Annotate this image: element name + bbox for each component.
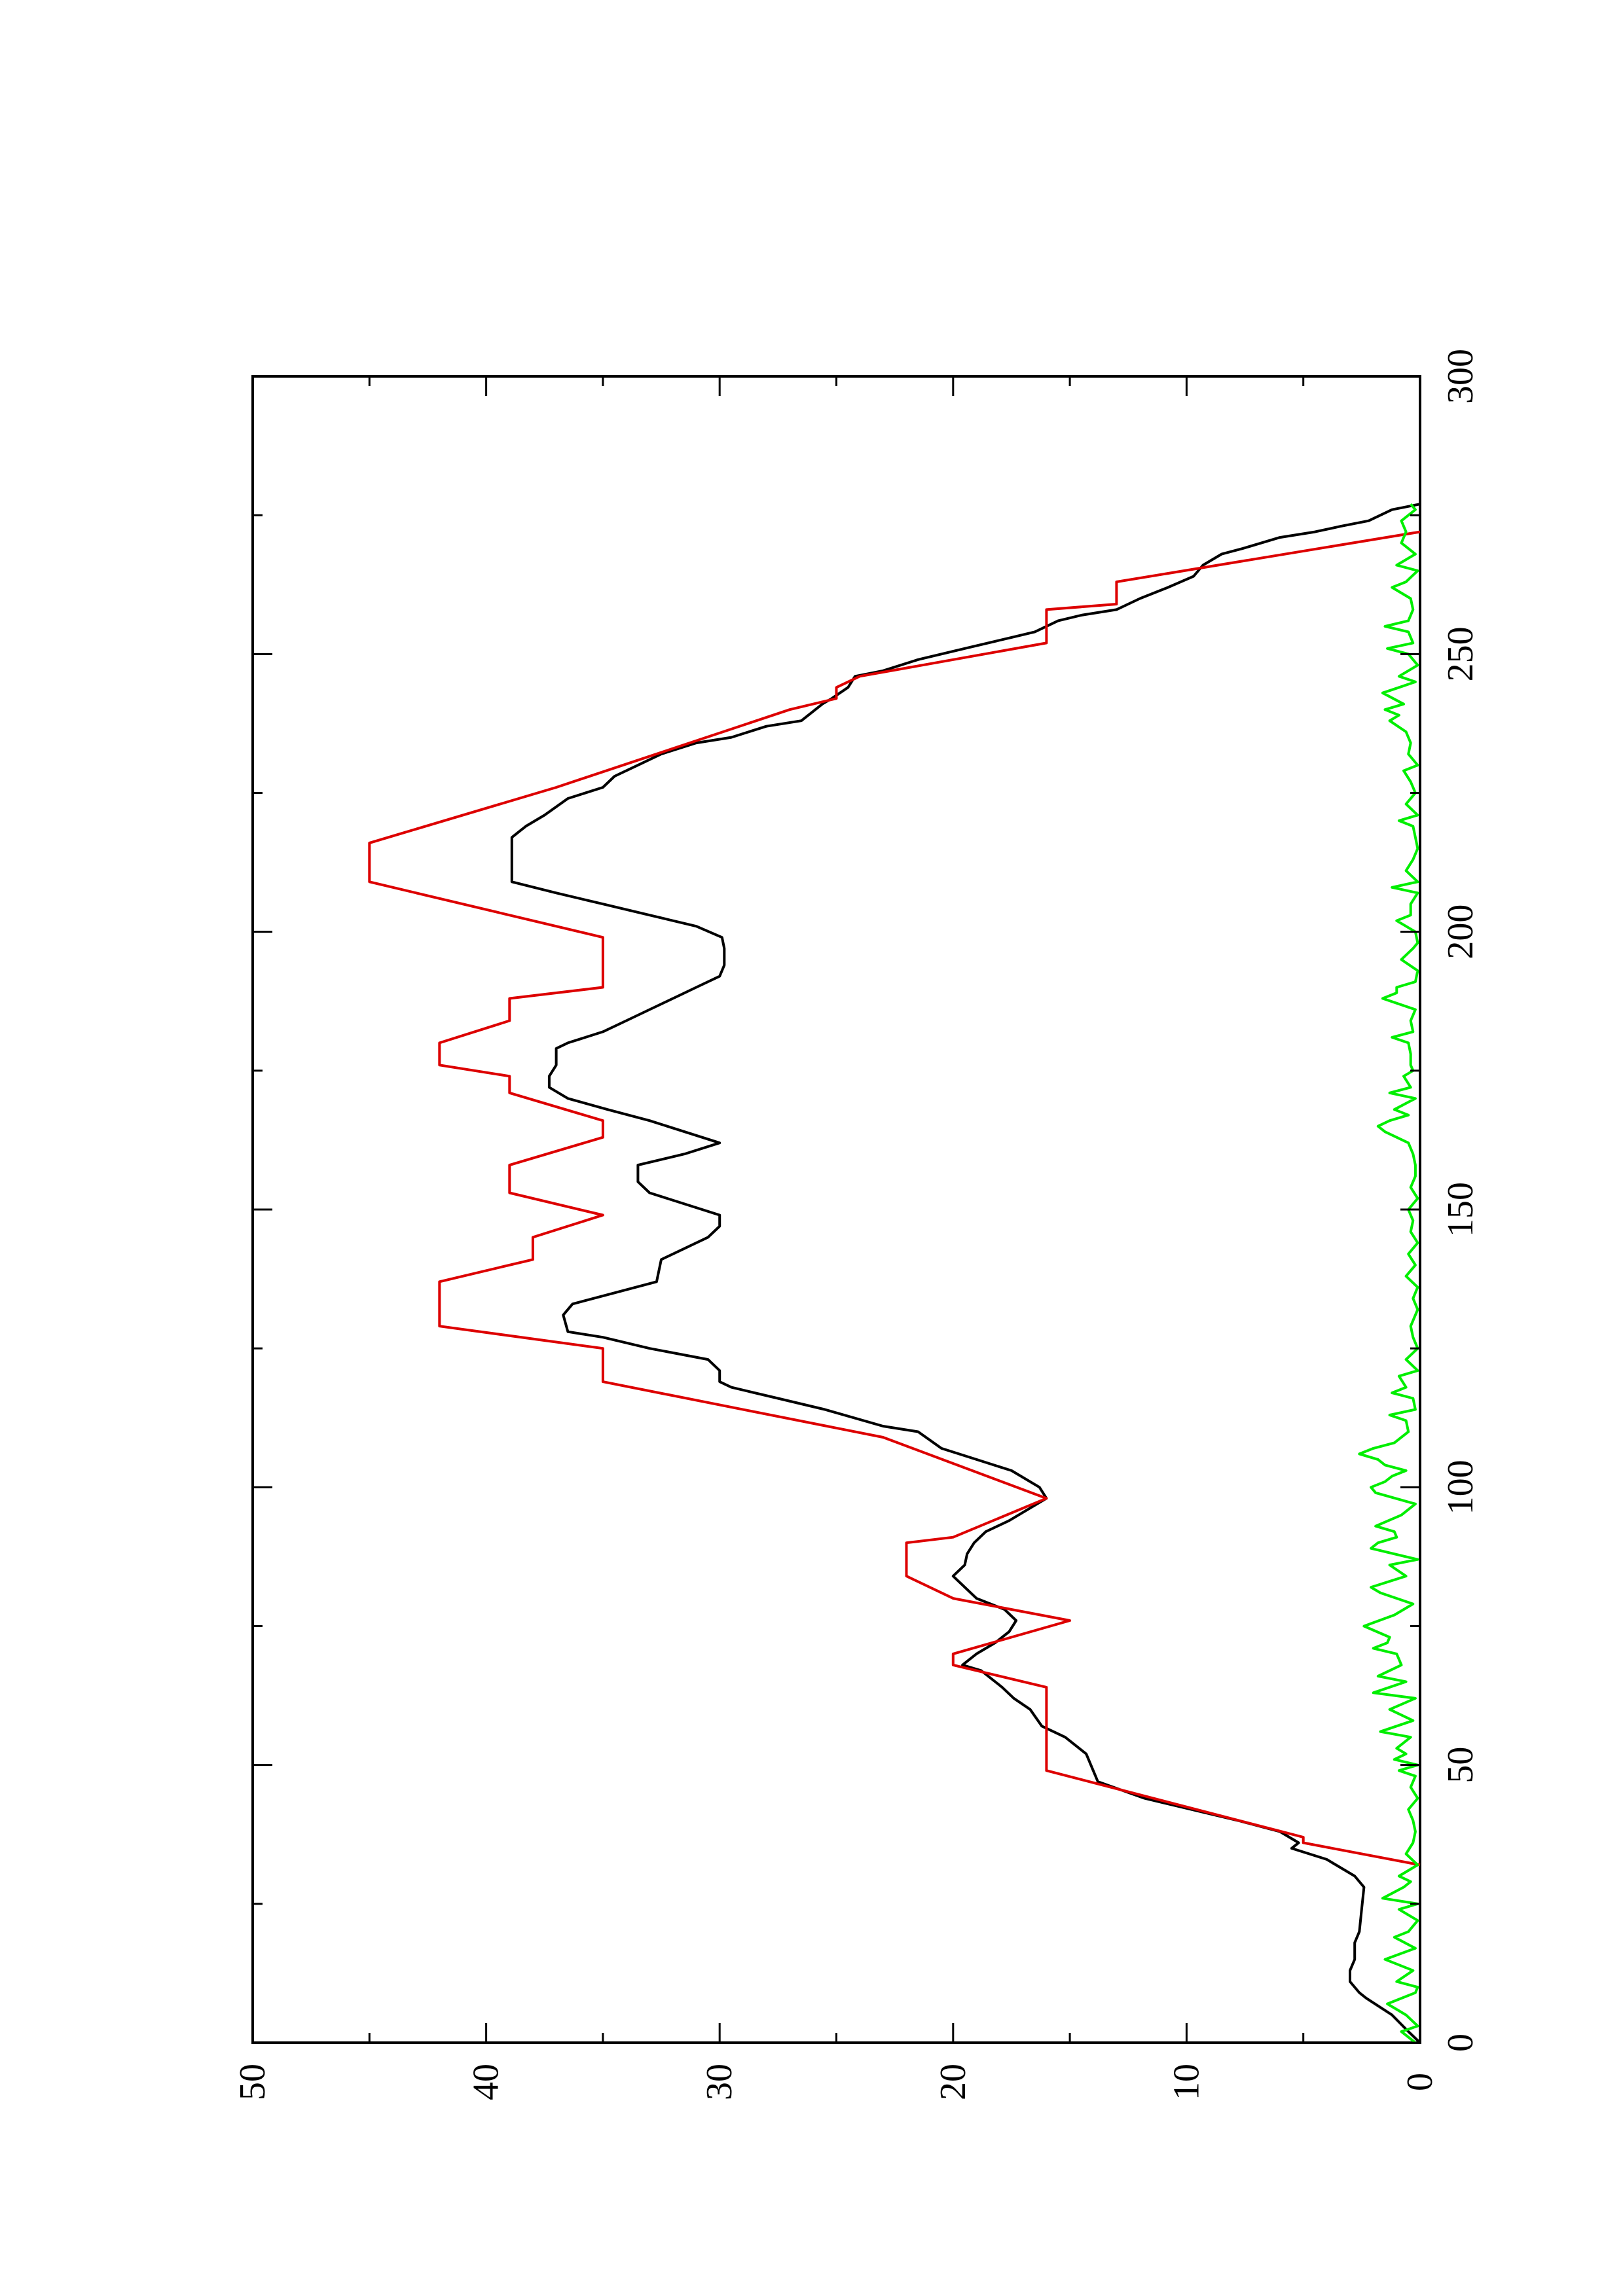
x-tick-label: 300	[1440, 349, 1481, 404]
series-line-green	[1358, 503, 1419, 2044]
y-tick-label: 40	[466, 2064, 507, 2100]
y-tick-label: 10	[1166, 2064, 1207, 2100]
y-tick-label: 30	[699, 2064, 740, 2100]
tick-layer	[251, 375, 1421, 2044]
series-line-red	[368, 530, 1421, 1867]
y-tick-label: 50	[232, 2064, 273, 2100]
y-tick-label: 20	[933, 2064, 974, 2100]
x-tick-label: 250	[1440, 626, 1481, 681]
x-tick-label: 150	[1440, 1182, 1481, 1237]
y-tick-label: 0	[1400, 2073, 1440, 2091]
series-layer	[368, 503, 1421, 2044]
x-tick-label: 200	[1440, 905, 1481, 960]
x-tick-label: 50	[1440, 1747, 1481, 1784]
x-tick-label: 100	[1440, 1460, 1481, 1515]
label-layer: 0 50 100 150 200 250 300 0 10 20 30 40 50	[232, 349, 1481, 2100]
x-tick-label: 0	[1440, 2034, 1481, 2052]
